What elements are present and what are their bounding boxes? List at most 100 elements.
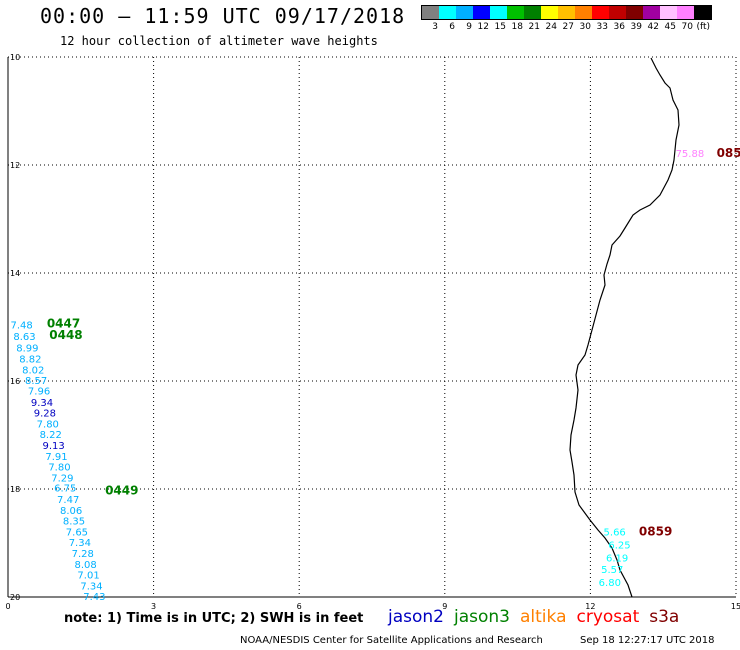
wave-height-label: 7.65 <box>66 527 88 538</box>
color-scale-label: 39 <box>630 22 642 32</box>
wave-height-label: 7.96 <box>28 387 50 398</box>
wave-height-label: 7.34 <box>69 538 91 549</box>
color-swatch <box>609 6 626 19</box>
color-scale-label: 18 <box>511 22 523 32</box>
wave-height-label: 8.22 <box>40 430 62 441</box>
wave-height-label: 75.88 <box>676 149 705 160</box>
color-swatch <box>558 6 575 19</box>
color-swatch <box>626 6 643 19</box>
pass-time-label: 0859 <box>639 524 672 538</box>
color-swatch <box>660 6 677 19</box>
wave-height-label: 6.19 <box>606 553 628 564</box>
credit-text: NOAA/NESDIS Center for Satellite Applica… <box>240 635 543 646</box>
wave-height-label: 7.29 <box>51 473 73 484</box>
legend-item-s3a: s3a <box>649 607 680 627</box>
color-swatch <box>456 6 473 19</box>
color-scale-label: 36 <box>613 22 625 32</box>
color-swatch <box>524 6 541 19</box>
pass-time-label: 0448 <box>49 328 82 342</box>
wave-height-label: 7.28 <box>72 549 94 560</box>
x-tick-label: 0 <box>5 602 10 611</box>
wave-height-label: 9.34 <box>31 398 53 409</box>
x-tick-label: 15 <box>731 602 740 611</box>
wave-height-label: 8.02 <box>22 365 44 376</box>
color-scale-bar: 3 6 9 12 15 18 21 24 27 30 33 36 39 42 45 70 (ft) <box>421 5 712 32</box>
legend-item-altika: altika <box>520 607 567 627</box>
color-swatch <box>490 6 507 19</box>
color-swatch <box>677 6 694 19</box>
wave-height-label: 8.99 <box>16 343 38 354</box>
y-tick-label: 12 <box>10 161 20 170</box>
satellite-legend: jason2 jason3 altika cryosat s3a <box>388 607 679 627</box>
wave-height-label: 7.48 <box>10 321 32 332</box>
y-tick-label: 18 <box>10 485 20 494</box>
map-grid <box>7 56 737 598</box>
color-scale-label: 12 <box>477 22 489 32</box>
color-swatch <box>422 6 439 19</box>
y-tick-label: 16 <box>10 377 20 386</box>
color-scale-label: 24 <box>545 22 557 32</box>
wave-height-label: 7.47 <box>57 495 79 506</box>
generated-timestamp: Sep 18 12:27:17 UTC 2018 <box>580 635 715 646</box>
wave-height-label: 8.06 <box>60 506 82 517</box>
wave-height-label: 6.80 <box>599 578 621 589</box>
color-scale-swatches <box>421 5 712 20</box>
color-swatch <box>694 6 711 19</box>
wave-height-label: 5.57 <box>601 565 623 576</box>
wave-height-label: 5.66 <box>604 527 626 538</box>
wave-height-label: 7.34 <box>80 581 102 592</box>
color-scale-label: 70 <box>681 22 693 32</box>
x-tick-label: 12 <box>585 602 595 611</box>
color-swatch <box>643 6 660 19</box>
color-scale-label: 33 <box>596 22 608 32</box>
color-swatch <box>507 6 524 19</box>
wave-height-label: 6.25 <box>608 540 630 551</box>
color-scale-label: 9 <box>466 22 472 32</box>
color-scale-label: 3 <box>432 22 438 32</box>
chart-title: 00:00 – 11:59 UTC 09/17/2018 <box>40 4 406 28</box>
color-swatch <box>592 6 609 19</box>
data-labels: 7.488.638.998.828.028.577.969.349.287.80… <box>10 149 704 603</box>
color-scale-label: 21 <box>528 22 540 32</box>
color-swatch <box>541 6 558 19</box>
y-tick-label: 20 <box>10 593 20 602</box>
y-tick-label: 14 <box>10 269 20 278</box>
color-swatch <box>473 6 490 19</box>
color-scale-label: 45 <box>664 22 676 32</box>
coastline <box>569 57 680 598</box>
wave-height-label: 9.13 <box>42 441 64 452</box>
x-tick-label: 3 <box>151 602 156 611</box>
pass-time-label: 085 <box>717 146 740 160</box>
x-tick-label: 6 <box>297 602 302 611</box>
color-swatch <box>439 6 456 19</box>
color-scale-label: 42 <box>647 22 659 32</box>
color-scale-label: 30 <box>579 22 591 32</box>
legend-item-jason2: jason2 <box>388 607 444 627</box>
wave-height-label: 7.91 <box>45 452 67 463</box>
y-tick-label: 10 <box>10 53 20 62</box>
x-tick-label: 9 <box>442 602 447 611</box>
wave-height-label: 8.57 <box>25 376 47 387</box>
color-scale-label: 6 <box>449 22 455 32</box>
legend-item-cryosat: cryosat <box>576 607 640 627</box>
wave-height-label: 8.35 <box>63 517 85 528</box>
legend-item-jason3: jason3 <box>454 607 510 627</box>
pass-time-label: 0449 <box>105 483 138 497</box>
wave-height-label: 7.43 <box>83 592 105 603</box>
footnote: note: 1) Time is in UTC; 2) SWH is in fe… <box>64 611 364 626</box>
wave-height-label: 7.80 <box>37 419 59 430</box>
color-swatch <box>575 6 592 19</box>
color-scale-label: 15 <box>494 22 506 32</box>
wave-height-label: 9.28 <box>34 409 56 420</box>
wave-height-label: 7.01 <box>77 571 99 582</box>
wave-height-label: 6.75 <box>54 484 76 495</box>
wave-height-label: 7.80 <box>48 463 70 474</box>
color-scale-label: 27 <box>562 22 574 32</box>
pass-time-label: 0447 <box>47 317 80 331</box>
chart-subtitle: 12 hour collection of altimeter wave hei… <box>60 34 378 48</box>
wave-height-label: 8.82 <box>19 355 41 366</box>
axis-ticks: 0 3 6 9 12 15 10 12 14 16 18 20 <box>5 53 740 611</box>
wave-height-label: 8.63 <box>13 332 35 343</box>
